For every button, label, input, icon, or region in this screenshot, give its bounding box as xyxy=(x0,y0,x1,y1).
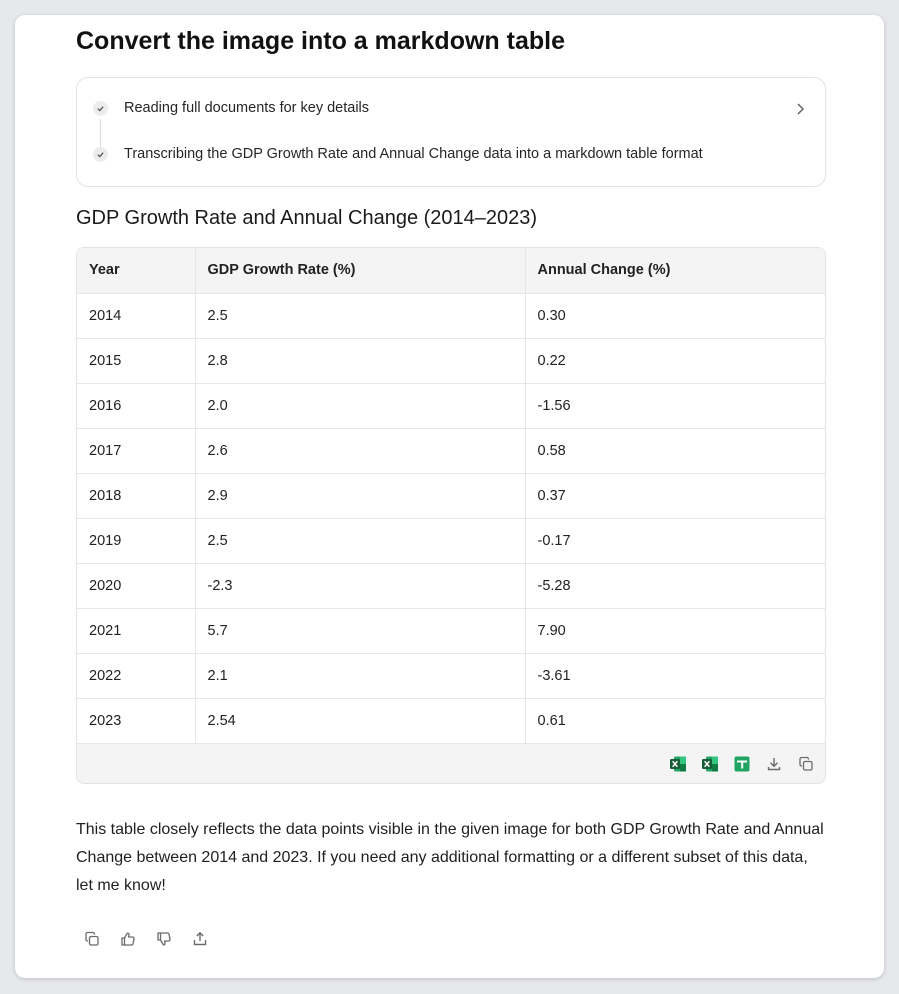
user-prompt-heading: Convert the image into a markdown table xyxy=(76,27,565,55)
change-cell: -0.17 xyxy=(525,518,825,564)
copy-icon[interactable] xyxy=(83,930,101,948)
thumbs-up-icon[interactable] xyxy=(119,930,137,948)
year-cell: 2020 xyxy=(77,563,196,609)
change-cell: 0.37 xyxy=(525,473,825,519)
reasoning-step-label: Transcribing the GDP Growth Rate and Ann… xyxy=(124,146,703,162)
reasoning-step: Reading full documents for key details xyxy=(93,100,369,116)
table-header-row: Year GDP Growth Rate (%) Annual Change (… xyxy=(77,248,825,294)
year-cell: 2017 xyxy=(77,428,196,474)
excel-icon[interactable] xyxy=(701,755,719,773)
year-cell: 2018 xyxy=(77,473,196,519)
reasoning-step: Transcribing the GDP Growth Rate and Ann… xyxy=(93,146,703,162)
column-header-gdp-growth: GDP Growth Rate (%) xyxy=(195,248,526,294)
table-row: 2020 -2.3 -5.28 xyxy=(77,563,825,609)
year-cell: 2021 xyxy=(77,608,196,654)
google-sheets-icon[interactable] xyxy=(733,755,751,773)
year-cell: 2014 xyxy=(77,293,196,339)
change-cell: 0.58 xyxy=(525,428,825,474)
message-actions xyxy=(83,930,209,948)
table-title: GDP Growth Rate and Annual Change (2014–… xyxy=(76,207,538,229)
table-row: 2015 2.8 0.22 xyxy=(77,338,825,384)
table-row: 2017 2.6 0.58 xyxy=(77,428,825,474)
year-cell: 2022 xyxy=(77,653,196,699)
reasoning-step-label: Reading full documents for key details xyxy=(124,100,370,116)
gdp-cell: 2.9 xyxy=(195,473,526,519)
gdp-cell: -2.3 xyxy=(195,563,526,609)
response-paragraph: This table closely reflects the data poi… xyxy=(76,821,824,894)
chat-message-card: Convert the image into a markdown table … xyxy=(15,15,884,978)
chevron-right-icon[interactable] xyxy=(795,102,805,121)
gdp-cell: 2.8 xyxy=(195,338,526,384)
excel-icon[interactable] xyxy=(669,755,687,773)
change-cell: 0.61 xyxy=(525,698,825,744)
year-cell: 2019 xyxy=(77,518,196,564)
year-cell: 2016 xyxy=(77,383,196,429)
year-cell: 2015 xyxy=(77,338,196,384)
year-cell: 2023 xyxy=(77,698,196,744)
column-header-year: Year xyxy=(77,248,196,294)
step-connector xyxy=(100,119,101,154)
download-icon[interactable] xyxy=(765,755,783,773)
table-row: 2022 2.1 -3.61 xyxy=(77,653,825,699)
gdp-cell: 2.5 xyxy=(195,293,526,339)
reasoning-steps-panel[interactable]: Reading full documents for key details T… xyxy=(76,77,826,187)
table-row: 2019 2.5 -0.17 xyxy=(77,518,825,564)
gdp-cell: 2.1 xyxy=(195,653,526,699)
gdp-cell: 5.7 xyxy=(195,608,526,654)
thumbs-down-icon[interactable] xyxy=(155,930,173,948)
table-toolbar xyxy=(77,743,825,783)
table-row: 2016 2.0 -1.56 xyxy=(77,383,825,429)
change-cell: 0.22 xyxy=(525,338,825,384)
share-icon[interactable] xyxy=(191,930,209,948)
gdp-cell: 2.5 xyxy=(195,518,526,564)
table-row: 2021 5.7 7.90 xyxy=(77,608,825,654)
change-cell: 0.30 xyxy=(525,293,825,339)
table-row: 2023 2.54 0.61 xyxy=(77,698,825,744)
change-cell: -1.56 xyxy=(525,383,825,429)
gdp-cell: 2.54 xyxy=(195,698,526,744)
change-cell: -5.28 xyxy=(525,563,825,609)
column-header-annual-change: Annual Change (%) xyxy=(525,248,825,294)
gdp-cell: 2.0 xyxy=(195,383,526,429)
table-row: 2018 2.9 0.37 xyxy=(77,473,825,519)
table-row: 2014 2.5 0.30 xyxy=(77,293,825,339)
check-icon xyxy=(93,146,108,162)
gdp-table: Year GDP Growth Rate (%) Annual Change (… xyxy=(77,248,825,744)
data-table-container: Year GDP Growth Rate (%) Annual Change (… xyxy=(76,247,826,784)
change-cell: -3.61 xyxy=(525,653,825,699)
check-icon xyxy=(93,100,108,116)
copy-icon[interactable] xyxy=(797,755,815,773)
gdp-cell: 2.6 xyxy=(195,428,526,474)
change-cell: 7.90 xyxy=(525,608,825,654)
